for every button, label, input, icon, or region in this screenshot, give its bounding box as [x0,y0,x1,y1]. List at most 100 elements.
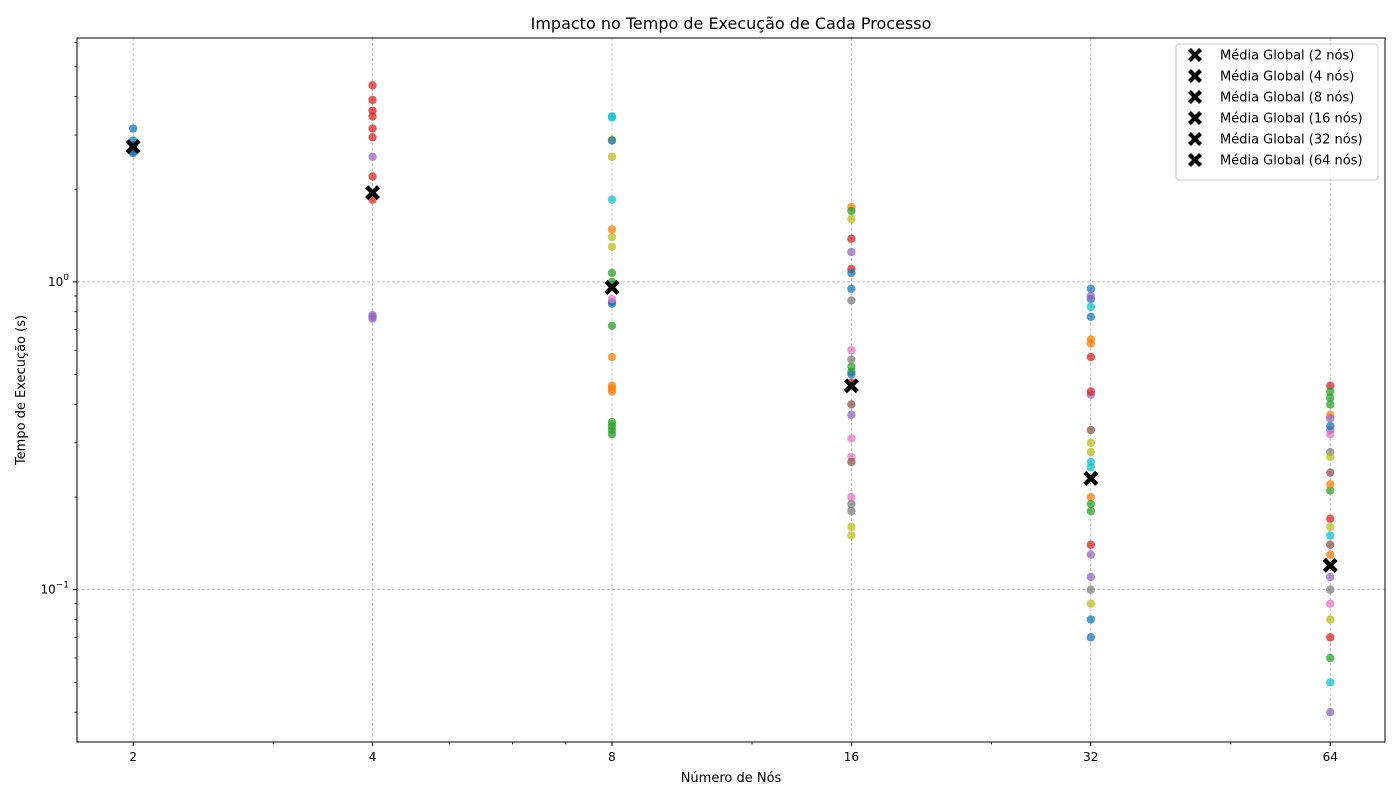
data-point [1326,387,1335,396]
plot-frame [76,37,1386,743]
data-point [1086,615,1096,624]
x-tick-label: 4 [369,750,377,764]
data-point [1326,678,1335,687]
legend-marker [1188,153,1202,167]
legend-marker [1188,111,1202,125]
data-point [1326,633,1335,642]
data-point [1086,447,1096,457]
data-point [1086,425,1096,435]
y-tick-label: 10−1 [40,581,69,597]
data-point [847,410,856,419]
data-point [1326,414,1335,423]
data-point [607,294,617,304]
data-point [847,268,856,278]
mean-marker [1322,557,1338,573]
data-point [607,136,617,145]
mean-markers [125,139,1338,573]
data-point [1086,540,1096,549]
data-point [1086,352,1096,362]
data-point [1086,291,1096,301]
data-point [1326,615,1335,624]
data-point [1326,452,1335,462]
legend-marker [1188,132,1202,146]
data-point [607,152,617,161]
data-point [847,345,856,355]
data-point [1326,531,1335,540]
data-point [368,95,377,105]
data-point [1326,514,1335,523]
data-point [1326,381,1335,390]
data-point [1086,506,1096,516]
data-point [607,430,617,439]
data-point [607,387,617,396]
legend-label: Média Global (8 nós) [1220,91,1354,106]
data-point [847,522,856,532]
x-axis: 2 4 8 16 32 64 [129,742,1338,764]
data-point [607,268,617,278]
data-point [368,314,377,323]
data-point [607,225,617,234]
legend-label: Média Global (16 nós) [1220,112,1363,127]
data-point [1086,438,1096,448]
data-point [847,234,856,244]
x-tick-label: 2 [129,750,137,764]
data-point [1326,400,1335,409]
mean-marker [365,185,381,201]
legend-label: Média Global (32 nós) [1220,133,1363,148]
y-axis-label: Tempo de Execução (s) [14,315,29,466]
data-point [1086,284,1096,293]
data-point [847,499,856,509]
data-point [847,206,856,216]
data-point [1326,707,1335,717]
y-tick-label: 100 [48,273,69,289]
data-point [1086,492,1096,502]
data-point [1326,486,1335,495]
data-point [847,247,856,257]
data-point [847,284,856,293]
data-point [847,296,856,305]
data-point [607,195,617,204]
x-tick-label: 32 [1083,750,1098,764]
legend-box [1175,43,1379,181]
data-point [1086,387,1096,396]
x-axis-label: Número de Nós [681,771,782,786]
legend-label: Média Global (4 nós) [1220,70,1354,85]
data-point [1326,480,1335,489]
data-point [368,172,377,181]
data-point [1326,393,1335,403]
data-point [368,152,377,161]
data-point [1086,550,1096,559]
mean-marker [125,139,141,155]
data-point [847,214,856,224]
data-point [1326,550,1335,559]
y-axis: 100 10−1 [40,41,77,713]
legend-marker [1188,90,1202,104]
data-point [847,400,856,409]
data-point [368,81,377,90]
data-point [607,321,617,331]
data-point [607,352,617,362]
data-point [1086,585,1096,594]
data-point [607,242,617,252]
data-point [847,506,856,516]
legend-marker [1188,69,1202,83]
data-point [1326,572,1335,582]
data-point [1086,312,1096,322]
x-tick-label: 8 [608,750,616,764]
mean-marker [604,279,620,295]
data-point [1086,339,1096,348]
data-point [847,531,856,540]
legend-label: Média Global (2 nós) [1220,49,1354,64]
data-point [368,124,377,133]
data-point [1326,468,1335,477]
data-point [1086,599,1096,608]
x-tick-label: 16 [844,750,859,764]
data-point [607,232,617,242]
data-point [1326,599,1335,608]
data-point [1086,499,1096,509]
data-point [847,434,856,443]
mean-marker [843,378,859,394]
data-point [847,492,856,502]
data-point [128,124,138,133]
